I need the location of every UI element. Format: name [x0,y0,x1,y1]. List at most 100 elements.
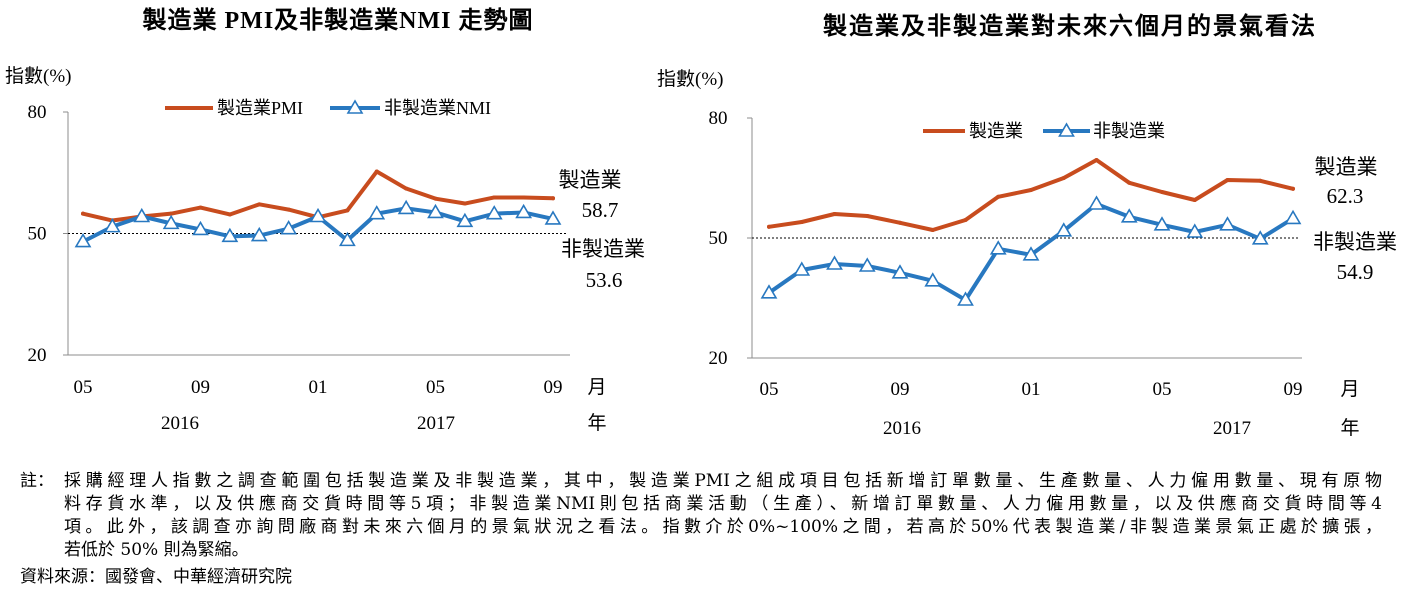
legend-item-manufacturing-outlook: 製造業 [923,121,1023,141]
non-manufacturing-outlook-point [1055,222,1073,237]
pmi-point [345,208,350,213]
non-manufacturing-outlook-point [826,255,843,270]
non-manufacturing-outlook-point [760,284,778,299]
footnote-line: 料存貨水準，以及供應商交貨時間等5項；非製造業NMI則包括商業活動（生產）、新增… [64,494,1382,514]
x-tick-label: 09 [544,377,563,398]
manufacturing-outlook-point [1258,178,1263,183]
pmi-point [257,202,262,207]
non-manufacturing-outlook-point [891,264,909,279]
x-axis-unit-year: 年 [1340,417,1359,439]
pmi-point [81,211,85,216]
non-manufacturing-outlook-point [924,272,942,287]
manufacturing-outlook-point [767,224,771,229]
non-manufacturing-outlook-point [1284,209,1302,225]
x-tick-label: 05 [74,377,93,398]
chart-pmi-nmi: 80 50 20 指數(%) 05 09 01 05 09 月 2016 2017 年 製造業PMI 非製造… [5,65,645,434]
footnote-text: 採購經理人指數之調查範圍包括製造業及非製造業，其中，製造業PMI之組成項目包括新… [64,470,1382,562]
manufacturing-outlook-point [1127,180,1132,185]
y-tick-label: 20 [28,345,47,366]
pmi-point [492,195,497,200]
year-label: 2016 [161,413,199,434]
end-label-name: 製造業 [1315,155,1378,179]
manufacturing-outlook-point [963,218,968,222]
x-axis-unit-month: 月 [587,377,606,398]
non-manufacturing-outlook-point [1153,216,1171,231]
data-source: 資料來源：國發會、中華經濟研究院 [20,567,292,587]
non-manufacturing-outlook-point [1251,230,1269,245]
nmi-point [74,233,92,248]
non-manufacturing-outlook-point [1088,195,1105,210]
legend-marker [346,99,364,114]
manufacturing-outlook-point [1291,186,1295,191]
nmi-point [397,199,415,215]
y-axis-label: 指數(%) [5,65,71,87]
nmi-point [162,214,180,230]
manufacturing-outlook-point [996,194,1001,199]
manufacturing-outlook-point [1160,190,1164,194]
nmi-point [515,203,533,219]
footnote-label: 註： [20,471,54,491]
nmi-point [280,220,298,235]
legend-item-non-manufacturing-outlook: 非製造業 [1043,121,1165,141]
manufacturing-outlook-point [898,220,902,225]
pmi-point [374,169,379,174]
end-label-value: 53.6 [586,268,623,292]
manufacturing-outlook-point [1094,158,1099,162]
chart-title-six-month-outlook: 製造業及非製造業對未來六個月的景氣看法 [823,14,1317,40]
pmi-point [404,186,409,191]
series-nmi [74,199,562,248]
end-label-value: 54.9 [1337,260,1374,284]
legend-label: 製造業PMI [217,98,303,118]
pmi-point [286,207,291,212]
manufacturing-outlook-point [1225,178,1230,182]
y-tick-label: 20 [709,348,728,369]
footnote-line: 項。此外，該調查亦詢問廠商對未來六個月的景氣狀況之看法。指數介於0%~100%之… [64,517,1382,537]
footnote-line: 採購經理人指數之調查範圍包括製造業及非製造業，其中，製造業PMI之組成項目包括新… [64,471,1382,491]
footnote-line: 若低於 50% 則為緊縮。 [64,540,249,560]
nmi-point [338,231,356,247]
non-manufacturing-outlook-point [1022,246,1040,261]
manufacturing-outlook-point [1029,188,1033,192]
nmi-point [103,218,121,233]
end-label-name: 非製造業 [561,237,645,261]
non-manufacturing-outlook-point [1120,208,1138,223]
nmi-point [427,203,444,219]
non-manufacturing-outlook-point [1186,223,1204,238]
x-tick-label: 05 [426,377,445,398]
manufacturing-outlook-point [832,212,837,216]
pmi-point [198,205,203,210]
year-label: 2016 [883,418,921,439]
x-tick-label: 09 [891,379,910,400]
x-tick-label: 09 [191,377,210,398]
y-tick-label: 80 [709,108,728,129]
x-tick-label: 01 [1022,379,1041,400]
non-manufacturing-outlook-point [989,240,1007,255]
nmi-point [368,205,386,220]
y-tick-label: 80 [28,102,47,123]
footnote: 註： 採購經理人指數之調查範圍包括製造業及非製造業，其中，製造業PMI之組成項目… [0,470,1405,562]
end-label-name: 非製造業 [1313,230,1397,254]
non-manufacturing-outlook-point [1219,216,1236,231]
legend-label: 非製造業 [1093,121,1165,141]
x-tick-label: 05 [1153,379,1172,400]
manufacturing-outlook-point [865,214,870,218]
pmi-point [227,212,232,217]
legend-marker [1058,122,1075,137]
series-non-manufacturing-outlook [760,195,1302,306]
y-tick-label: 50 [28,224,47,245]
manufacturing-outlook-line [767,158,1295,232]
nmi-point [133,207,151,223]
legend-label: 非製造業NMI [384,98,491,118]
end-label-value: 62.3 [1327,184,1364,208]
nmi-point [192,220,209,236]
nmi-point [485,205,503,220]
x-axis-unit-month: 月 [1340,379,1359,400]
nmi-point [221,227,239,243]
chart-title-pmi-nmi: 製造業 PMI及非製造業NMI 走勢圖 [142,8,534,34]
y-axis-label: 指數(%) [657,68,723,90]
year-label: 2017 [417,413,455,434]
manufacturing-outlook-point [799,220,804,224]
end-label-value: 58.7 [582,198,619,222]
nmi-point [250,226,268,242]
